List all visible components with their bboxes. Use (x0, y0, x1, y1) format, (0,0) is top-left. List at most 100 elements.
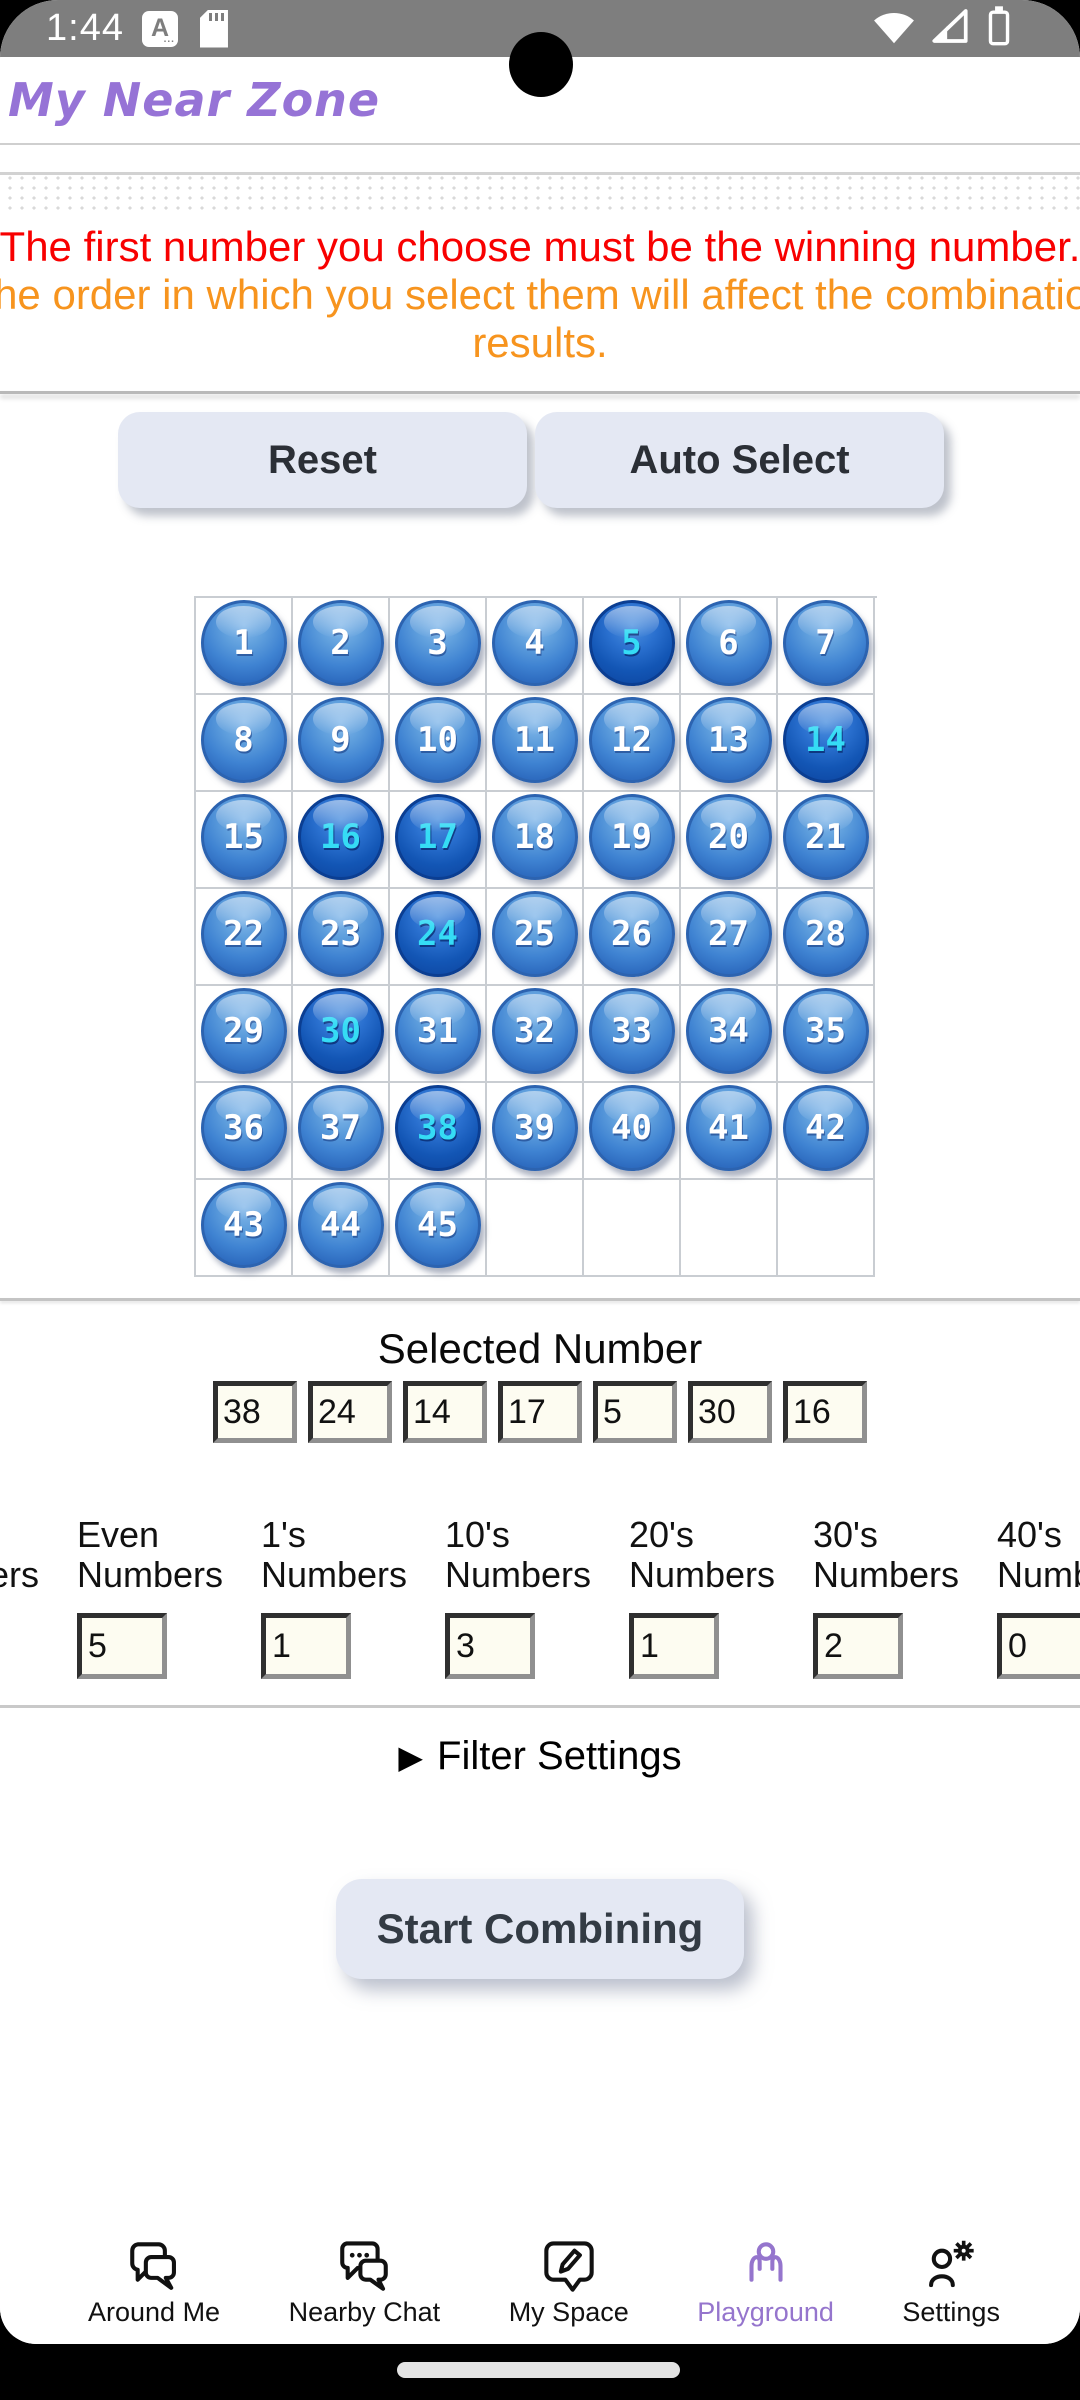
grid-cell: 4 (487, 598, 584, 695)
number-ball-29[interactable]: 29 (200, 987, 287, 1074)
raised-hands-icon (737, 2238, 795, 2296)
number-ball-32[interactable]: 32 (491, 987, 578, 1074)
number-ball-34[interactable]: 34 (685, 987, 772, 1074)
stat-value-box: 5 (77, 1613, 167, 1679)
number-ball-33[interactable]: 33 (588, 987, 675, 1074)
grid-cell: 5 (584, 598, 681, 695)
number-ball-6[interactable]: 6 (685, 599, 772, 686)
cell-signal-icon (930, 7, 970, 50)
divider (0, 1705, 1080, 1708)
nav-item-settings[interactable]: Settings (902, 2238, 1000, 2328)
number-ball-44[interactable]: 44 (297, 1181, 384, 1268)
number-ball-3[interactable]: 3 (394, 599, 481, 686)
number-ball-40[interactable]: 40 (588, 1084, 675, 1171)
number-ball-15[interactable]: 15 (200, 793, 287, 880)
number-ball-43[interactable]: 43 (200, 1181, 287, 1268)
number-ball-5[interactable]: 5 (588, 599, 675, 686)
number-ball-18[interactable]: 18 (491, 793, 578, 880)
nav-item-around-me[interactable]: Around Me (88, 2238, 220, 2328)
number-ball-26[interactable]: 26 (588, 890, 675, 977)
grid-cell: 13 (681, 695, 778, 792)
number-ball-42[interactable]: 42 (782, 1084, 869, 1171)
grid-cell: 2 (293, 598, 390, 695)
warning-line-orange: The order in which you select them will … (0, 271, 1080, 318)
number-ball-36[interactable]: 36 (200, 1084, 287, 1171)
a-badge-icon: A... (141, 10, 178, 47)
grid-cell: 15 (196, 792, 293, 889)
stat-value-box: 3 (445, 1613, 535, 1679)
selected-number-box: 30 (688, 1381, 772, 1443)
number-ball-30[interactable]: 30 (297, 987, 384, 1074)
number-ball-13[interactable]: 13 (685, 696, 772, 783)
grid-cell (778, 1180, 875, 1277)
number-ball-28[interactable]: 28 (782, 890, 869, 977)
number-ball-37[interactable]: 37 (297, 1084, 384, 1171)
number-ball-20[interactable]: 20 (685, 793, 772, 880)
number-ball-11[interactable]: 11 (491, 696, 578, 783)
grid-cell: 3 (390, 598, 487, 695)
number-ball-27[interactable]: 27 (685, 890, 772, 977)
number-ball-10[interactable]: 10 (394, 696, 481, 783)
number-ball-23[interactable]: 23 (297, 890, 384, 977)
number-ball-25[interactable]: 25 (491, 890, 578, 977)
number-ball-38[interactable]: 38 (394, 1084, 481, 1171)
number-ball-41[interactable]: 41 (685, 1084, 772, 1171)
home-indicator[interactable] (397, 2362, 680, 2378)
nav-item-nearby-chat[interactable]: Nearby Chat (288, 2238, 441, 2328)
filter-settings-toggle[interactable]: ▶ Filter Settings (0, 1734, 1080, 1779)
start-combining-button[interactable]: Start Combining (336, 1879, 744, 1979)
number-ball-8[interactable]: 8 (200, 696, 287, 783)
number-ball-2[interactable]: 2 (297, 599, 384, 686)
grid-cell: 30 (293, 986, 390, 1083)
stat-column: 20's Numbers 1 (629, 1515, 802, 1679)
number-ball-14[interactable]: 14 (782, 696, 869, 783)
app-title: My Near Zone (8, 73, 381, 127)
number-ball-17[interactable]: 17 (394, 793, 481, 880)
number-ball-9[interactable]: 9 (297, 696, 384, 783)
action-button-row: Reset Auto Select (0, 412, 1062, 508)
grid-cell: 40 (584, 1083, 681, 1180)
nav-label: My Space (508, 2297, 629, 2327)
number-ball-39[interactable]: 39 (491, 1084, 578, 1171)
number-ball-31[interactable]: 31 (394, 987, 481, 1074)
grid-cell: 38 (390, 1083, 487, 1180)
number-ball-24[interactable]: 24 (394, 890, 481, 977)
reset-button[interactable]: Reset (118, 412, 527, 508)
number-ball-22[interactable]: 22 (200, 890, 287, 977)
number-ball-19[interactable]: 19 (588, 793, 675, 880)
grid-cell: 19 (584, 792, 681, 889)
grid-cell: 35 (778, 986, 875, 1083)
wifi-icon (872, 7, 916, 50)
disclosure-triangle-icon: ▶ (398, 1738, 424, 1775)
number-ball-12[interactable]: 12 (588, 696, 675, 783)
grid-cell: 16 (293, 792, 390, 889)
divider (0, 1298, 1080, 1301)
number-ball-4[interactable]: 4 (491, 599, 578, 686)
nav-item-my-space[interactable]: My Space (509, 2238, 629, 2328)
grid-cell: 18 (487, 792, 584, 889)
auto-select-button[interactable]: Auto Select (535, 412, 944, 508)
grid-cell: 21 (778, 792, 875, 889)
number-ball-21[interactable]: 21 (782, 793, 869, 880)
stat-label: 20's Numbers (629, 1514, 776, 1595)
warning-line-red: The first number you choose must be the … (0, 223, 1080, 270)
status-right-icons (872, 5, 1014, 52)
nav-label: Nearby Chat (288, 2297, 441, 2327)
grid-cell: 12 (584, 695, 681, 792)
grid-cell: 6 (681, 598, 778, 695)
nav-label: Settings (902, 2297, 1000, 2327)
number-grid: 1 2 3 4 5 6 7 8 9 10 11 12 13 14 15 16 17 18 19 20 21 22 23 24 2… (194, 596, 877, 1277)
number-ball-16[interactable]: 16 (297, 793, 384, 880)
grid-cell: 25 (487, 889, 584, 986)
nav-label: Around Me (88, 2297, 221, 2327)
number-ball-7[interactable]: 7 (782, 599, 869, 686)
number-ball-35[interactable]: 35 (782, 987, 869, 1074)
number-ball-45[interactable]: 45 (394, 1181, 481, 1268)
grid-cell (681, 1180, 778, 1277)
grid-cell: 32 (487, 986, 584, 1083)
selected-number-box: 38 (213, 1381, 297, 1443)
warning-text: The first number you choose must be the … (0, 223, 1080, 367)
number-ball-1[interactable]: 1 (200, 599, 287, 686)
nav-item-playground[interactable]: Playground (697, 2238, 834, 2328)
